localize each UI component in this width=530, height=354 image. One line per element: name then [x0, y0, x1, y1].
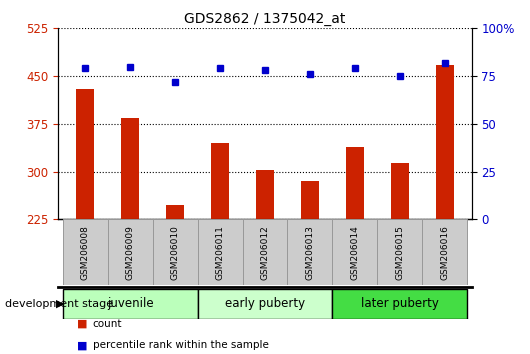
FancyBboxPatch shape: [377, 219, 422, 285]
FancyBboxPatch shape: [287, 219, 332, 285]
Bar: [166, 205, 184, 219]
Text: GSM206012: GSM206012: [261, 225, 269, 280]
Bar: [436, 65, 454, 219]
Text: GSM206013: GSM206013: [305, 225, 314, 280]
FancyBboxPatch shape: [332, 219, 377, 285]
FancyBboxPatch shape: [63, 289, 198, 319]
Text: GSM206008: GSM206008: [81, 225, 90, 280]
FancyBboxPatch shape: [422, 219, 467, 285]
Bar: [121, 118, 139, 219]
Text: percentile rank within the sample: percentile rank within the sample: [93, 340, 269, 350]
Bar: [391, 164, 409, 219]
Title: GDS2862 / 1375042_at: GDS2862 / 1375042_at: [184, 12, 346, 26]
Text: GSM206011: GSM206011: [216, 225, 225, 280]
FancyBboxPatch shape: [332, 289, 467, 319]
Text: development stage: development stage: [5, 298, 113, 309]
Text: early puberty: early puberty: [225, 297, 305, 310]
Text: count: count: [93, 319, 122, 329]
Bar: [301, 181, 319, 219]
FancyBboxPatch shape: [153, 219, 198, 285]
Bar: [256, 170, 274, 219]
FancyBboxPatch shape: [63, 219, 108, 285]
FancyBboxPatch shape: [108, 219, 153, 285]
Text: ■: ■: [77, 319, 87, 329]
Text: ■: ■: [77, 340, 87, 350]
FancyBboxPatch shape: [198, 289, 332, 319]
Text: GSM206010: GSM206010: [171, 225, 180, 280]
Text: GSM206009: GSM206009: [126, 225, 135, 280]
Text: GSM206014: GSM206014: [350, 225, 359, 280]
FancyBboxPatch shape: [198, 219, 243, 285]
Bar: [211, 143, 229, 219]
Text: later puberty: later puberty: [361, 297, 439, 310]
Text: GSM206015: GSM206015: [395, 225, 404, 280]
Bar: [76, 89, 94, 219]
Text: GSM206016: GSM206016: [440, 225, 449, 280]
FancyBboxPatch shape: [243, 219, 287, 285]
Text: ▶: ▶: [56, 298, 64, 309]
Text: juvenile: juvenile: [107, 297, 154, 310]
Bar: [346, 148, 364, 219]
